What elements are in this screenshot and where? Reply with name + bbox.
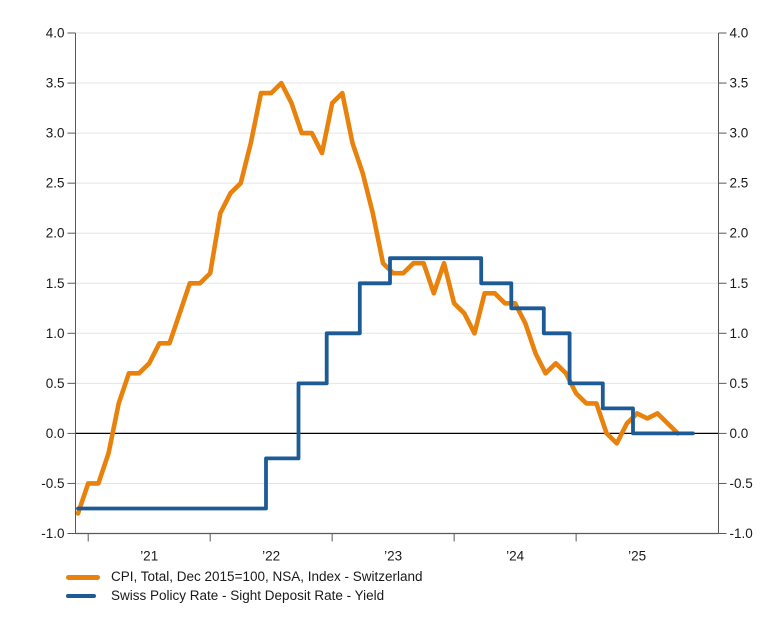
cpi-series-label: CPI, Total, Dec 2015=100, NSA, Index - S… [111,569,423,584]
cpi-line-series [75,80,681,516]
y-tick-label-left: 1.5 [46,276,65,291]
y-tick-label-right: 0.5 [730,376,749,391]
y-tick-label-left: 0.5 [46,376,65,391]
y-tick-label-left: 2.0 [46,226,65,241]
y-tick-label-right: 0.0 [730,426,749,441]
y-tick-label-right: 3.0 [730,126,749,141]
legend: CPI, Total, Dec 2015=100, NSA, Index - S… [66,568,423,605]
y-tick-label-left: -0.5 [41,476,64,491]
x-tick-label: ’22 [262,549,280,564]
cpi-series-swatch-icon [66,574,100,580]
y-gridlines [75,32,719,484]
y-tick-label-left: 0.0 [46,426,65,441]
y-tick-label-right: 2.0 [730,226,749,241]
legend-item-cpi: CPI, Total, Dec 2015=100, NSA, Index - S… [66,568,423,586]
y-tick-label-left: 1.0 [46,326,65,341]
y-tick-label-left: -1.0 [41,526,64,541]
x-axis-labels: ’21 ’22 ’23 ’24 ’25 [87,533,646,564]
y-tick-label-left: 4.0 [46,26,65,41]
y-tick-label-right: 1.5 [730,276,749,291]
y-tick-label-left: 2.5 [46,176,65,191]
x-tick-label: ’24 [506,549,525,564]
y-tick-label-right: 2.5 [730,176,749,191]
y-tick-label-right: -1.0 [730,526,753,541]
y-tick-label-left: 3.5 [46,76,65,91]
x-tick-label: ’21 [140,549,158,564]
x-tick-label: ’23 [384,549,402,564]
policy-rate-series-label: Swiss Policy Rate - Sight Deposit Rate -… [111,588,385,603]
y-tick-label-right: 3.5 [730,76,749,91]
x-tick-label: ’25 [628,549,646,564]
policy-rate-series-swatch-icon [66,594,96,598]
y-tick-label-right: 1.0 [730,326,749,341]
y-tick-label-right: 4.0 [730,26,749,41]
legend-item-policy-rate: Swiss Policy Rate - Sight Deposit Rate -… [66,587,423,605]
y-axis-labels: 4.0 4.0 3.5 3.5 3.0 3.0 2.5 2.5 2.0 2.0 1.5 1.5 1.0 1… [41,26,753,542]
y-tick-label-left: 3.0 [46,126,65,141]
policy-rate-step-series [76,256,695,511]
y-tick-label-right: -0.5 [730,476,753,491]
